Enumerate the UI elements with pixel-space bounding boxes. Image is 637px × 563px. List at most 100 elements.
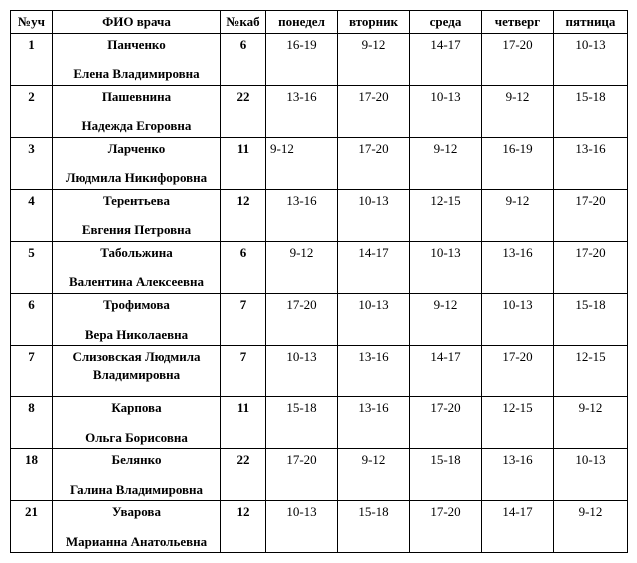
table-row: 5ТабольжинаВалентина Алексеевна69-1214-1… bbox=[11, 241, 628, 293]
table-row: 8КарповаОльга Борисовна1115-1813-1617-20… bbox=[11, 397, 628, 449]
table-row: 3ЛарченкоЛюдмила Никифоровна119-1217-209… bbox=[11, 137, 628, 189]
cell-num: 4 bbox=[11, 189, 53, 241]
table-row: 18БелянкоГалина Владимировна2217-209-121… bbox=[11, 449, 628, 501]
cell-wed: 17-20 bbox=[410, 501, 482, 553]
cell-mon: 9-12 bbox=[266, 137, 338, 189]
table-row: 7Слизовская ЛюдмилаВладимировна710-1313-… bbox=[11, 346, 628, 397]
cell-thu: 14-17 bbox=[482, 501, 554, 553]
header-num: №уч bbox=[11, 11, 53, 34]
table-row: 6ТрофимоваВера Николаевна717-2010-139-12… bbox=[11, 294, 628, 346]
header-thu: четверг bbox=[482, 11, 554, 34]
cell-tue: 17-20 bbox=[338, 85, 410, 137]
cell-thu: 10-13 bbox=[482, 294, 554, 346]
cell-thu: 9-12 bbox=[482, 85, 554, 137]
cell-fri: 9-12 bbox=[554, 397, 628, 449]
cell-thu: 13-16 bbox=[482, 449, 554, 501]
cell-thu: 17-20 bbox=[482, 346, 554, 397]
table-row: 1ПанченкоЕлена Владимировна616-199-1214-… bbox=[11, 33, 628, 85]
cell-num: 1 bbox=[11, 33, 53, 85]
cell-cab: 7 bbox=[221, 294, 266, 346]
cell-mon: 13-16 bbox=[266, 85, 338, 137]
cell-mon: 17-20 bbox=[266, 294, 338, 346]
cell-name: БелянкоГалина Владимировна bbox=[53, 449, 221, 501]
cell-fri: 10-13 bbox=[554, 33, 628, 85]
cell-fri: 15-18 bbox=[554, 85, 628, 137]
cell-wed: 14-17 bbox=[410, 346, 482, 397]
cell-wed: 17-20 bbox=[410, 397, 482, 449]
header-row: №уч ФИО врача №каб понедел вторник среда… bbox=[11, 11, 628, 34]
cell-wed: 9-12 bbox=[410, 294, 482, 346]
schedule-table: №уч ФИО врача №каб понедел вторник среда… bbox=[10, 10, 628, 553]
cell-name: ТабольжинаВалентина Алексеевна bbox=[53, 241, 221, 293]
cell-thu: 16-19 bbox=[482, 137, 554, 189]
header-name: ФИО врача bbox=[53, 11, 221, 34]
cell-tue: 13-16 bbox=[338, 346, 410, 397]
cell-wed: 9-12 bbox=[410, 137, 482, 189]
header-mon: понедел bbox=[266, 11, 338, 34]
cell-num: 18 bbox=[11, 449, 53, 501]
cell-name: ПанченкоЕлена Владимировна bbox=[53, 33, 221, 85]
cell-cab: 22 bbox=[221, 449, 266, 501]
cell-wed: 12-15 bbox=[410, 189, 482, 241]
cell-tue: 9-12 bbox=[338, 449, 410, 501]
cell-num: 6 bbox=[11, 294, 53, 346]
cell-thu: 17-20 bbox=[482, 33, 554, 85]
cell-name: КарповаОльга Борисовна bbox=[53, 397, 221, 449]
cell-mon: 9-12 bbox=[266, 241, 338, 293]
cell-wed: 10-13 bbox=[410, 241, 482, 293]
cell-cab: 11 bbox=[221, 397, 266, 449]
cell-fri: 12-15 bbox=[554, 346, 628, 397]
cell-num: 8 bbox=[11, 397, 53, 449]
cell-thu: 9-12 bbox=[482, 189, 554, 241]
cell-mon: 16-19 bbox=[266, 33, 338, 85]
cell-wed: 14-17 bbox=[410, 33, 482, 85]
cell-num: 7 bbox=[11, 346, 53, 397]
cell-name: Слизовская ЛюдмилаВладимировна bbox=[53, 346, 221, 397]
header-wed: среда bbox=[410, 11, 482, 34]
cell-wed: 10-13 bbox=[410, 85, 482, 137]
cell-name: ЛарченкоЛюдмила Никифоровна bbox=[53, 137, 221, 189]
cell-tue: 10-13 bbox=[338, 294, 410, 346]
cell-cab: 12 bbox=[221, 189, 266, 241]
cell-wed: 15-18 bbox=[410, 449, 482, 501]
cell-mon: 10-13 bbox=[266, 346, 338, 397]
cell-fri: 15-18 bbox=[554, 294, 628, 346]
cell-cab: 22 bbox=[221, 85, 266, 137]
cell-thu: 12-15 bbox=[482, 397, 554, 449]
cell-mon: 10-13 bbox=[266, 501, 338, 553]
cell-tue: 14-17 bbox=[338, 241, 410, 293]
cell-mon: 15-18 bbox=[266, 397, 338, 449]
header-tue: вторник bbox=[338, 11, 410, 34]
cell-cab: 6 bbox=[221, 241, 266, 293]
cell-name: ТерентьеваЕвгения Петровна bbox=[53, 189, 221, 241]
cell-tue: 13-16 bbox=[338, 397, 410, 449]
cell-num: 21 bbox=[11, 501, 53, 553]
cell-cab: 6 bbox=[221, 33, 266, 85]
table-row: 4ТерентьеваЕвгения Петровна1213-1610-131… bbox=[11, 189, 628, 241]
cell-tue: 17-20 bbox=[338, 137, 410, 189]
cell-num: 2 bbox=[11, 85, 53, 137]
cell-cab: 12 bbox=[221, 501, 266, 553]
cell-fri: 17-20 bbox=[554, 189, 628, 241]
cell-thu: 13-16 bbox=[482, 241, 554, 293]
cell-tue: 15-18 bbox=[338, 501, 410, 553]
cell-mon: 13-16 bbox=[266, 189, 338, 241]
cell-num: 5 bbox=[11, 241, 53, 293]
table-row: 21УвароваМарианна Анатольевна1210-1315-1… bbox=[11, 501, 628, 553]
header-fri: пятница bbox=[554, 11, 628, 34]
cell-fri: 10-13 bbox=[554, 449, 628, 501]
cell-cab: 7 bbox=[221, 346, 266, 397]
cell-fri: 13-16 bbox=[554, 137, 628, 189]
cell-name: ТрофимоваВера Николаевна bbox=[53, 294, 221, 346]
header-cab: №каб bbox=[221, 11, 266, 34]
cell-cab: 11 bbox=[221, 137, 266, 189]
cell-tue: 9-12 bbox=[338, 33, 410, 85]
cell-fri: 17-20 bbox=[554, 241, 628, 293]
cell-num: 3 bbox=[11, 137, 53, 189]
table-row: 2ПашевнинаНадежда Егоровна2213-1617-2010… bbox=[11, 85, 628, 137]
cell-name: ПашевнинаНадежда Егоровна bbox=[53, 85, 221, 137]
cell-name: УвароваМарианна Анатольевна bbox=[53, 501, 221, 553]
cell-fri: 9-12 bbox=[554, 501, 628, 553]
cell-mon: 17-20 bbox=[266, 449, 338, 501]
cell-tue: 10-13 bbox=[338, 189, 410, 241]
